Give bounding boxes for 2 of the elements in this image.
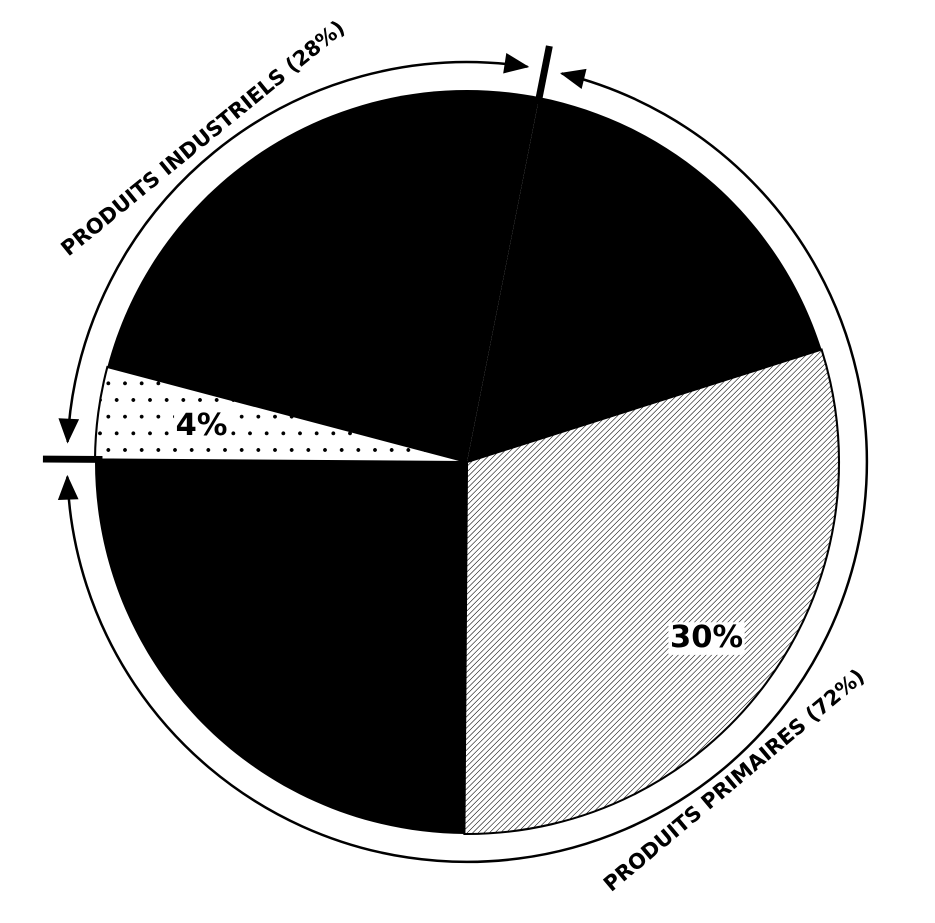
data-label: 30% xyxy=(672,624,742,648)
data-label: 4% xyxy=(176,412,226,436)
